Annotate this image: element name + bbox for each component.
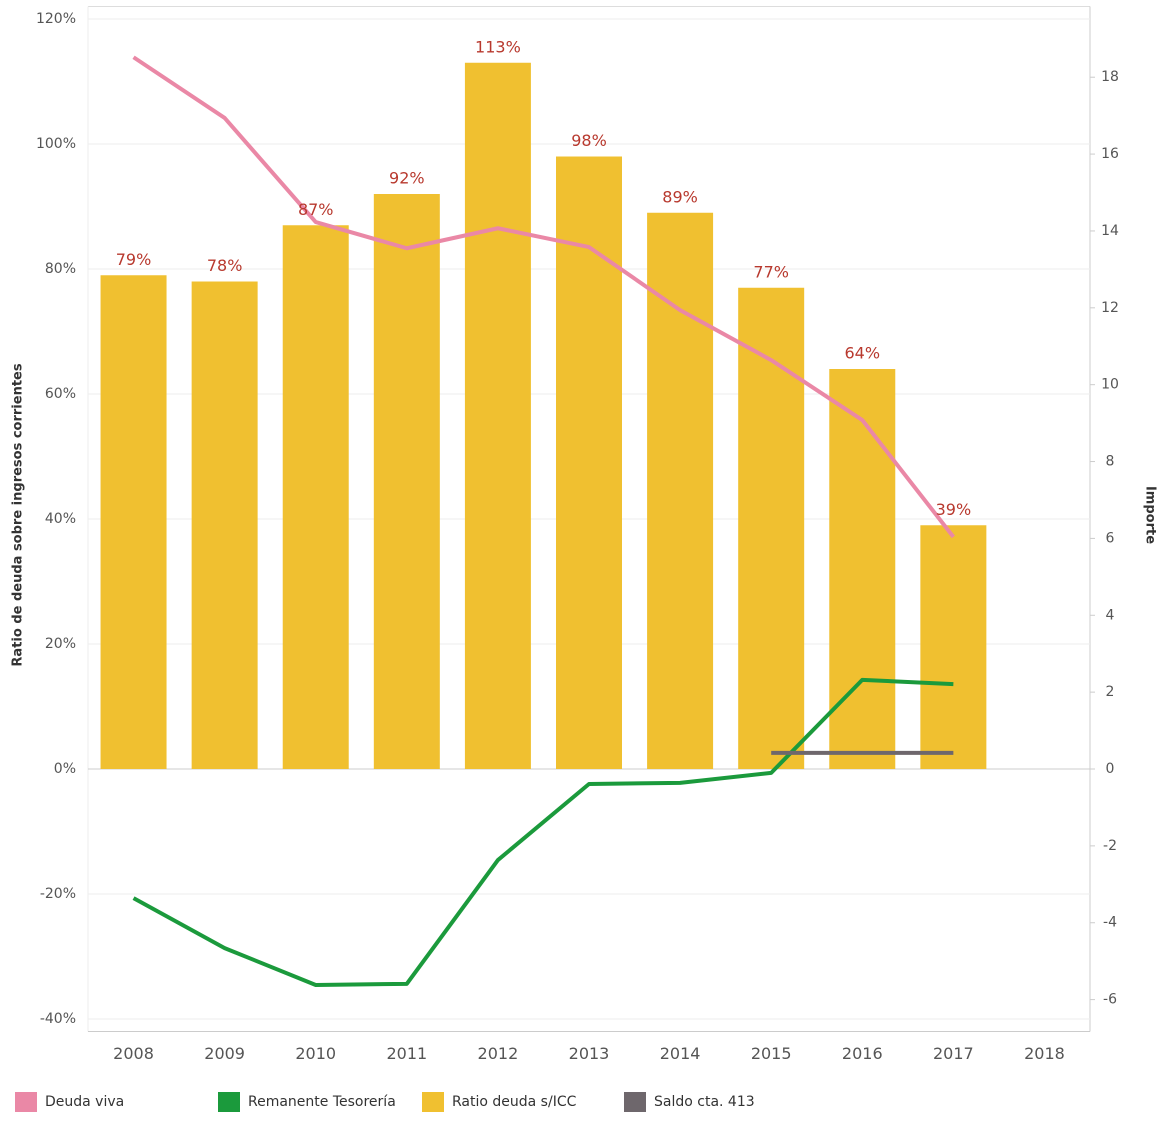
y-tick-label: 80% [45,261,76,277]
x-tick-label: 2018 [1024,1044,1065,1063]
y2-tick-label: 2 [1106,684,1115,700]
bar [556,156,622,769]
bar [738,287,805,769]
bar [464,62,531,769]
x-tick-label: 2015 [751,1044,792,1063]
legend-swatch [422,1092,444,1112]
bar [647,212,714,769]
y2-tick-label: 14 [1101,223,1119,239]
bar [920,525,987,769]
data-label: 77% [753,262,789,281]
x-tick-label: 2017 [933,1044,974,1063]
y2-tick-label: -6 [1103,992,1117,1008]
data-label: 98% [571,131,607,150]
data-label: 89% [662,187,698,206]
legend-label: Deuda viva [45,1094,124,1110]
y-tick-label: 40% [45,511,76,527]
data-label: 79% [116,250,152,269]
legend-label: Ratio deuda s/ICC [452,1094,577,1110]
y-tick-label: 60% [45,386,76,402]
bar [282,225,349,769]
y-axis-title: Ratio de deuda sobre ingresos corrientes [11,363,26,666]
x-tick-label: 2009 [204,1044,245,1063]
data-label: 92% [389,169,425,188]
y-tick-label: 100% [36,136,76,152]
legend-label: Saldo cta. 413 [654,1094,755,1110]
y2-tick-label: 18 [1101,69,1119,85]
x-tick-label: 2014 [660,1044,701,1063]
line [132,55,955,539]
y2-axis-title: Importe [1143,486,1158,544]
y-tick-label: -20% [40,886,76,902]
x-tick-label: 2016 [842,1044,883,1063]
y2-tick-label: -4 [1103,915,1117,931]
y-tick-label: 120% [36,11,76,27]
legend-swatch [624,1092,646,1112]
bar [191,281,258,769]
bar [100,275,167,769]
y-tick-label: -40% [40,1011,76,1027]
y2-tick-label: -2 [1103,838,1117,854]
data-label: 39% [936,500,972,519]
y2-tick-label: 16 [1101,146,1119,162]
legend-swatch [218,1092,240,1112]
y2-tick-label: 4 [1106,607,1115,623]
data-label: 78% [207,256,243,275]
y2-tick-label: 6 [1106,530,1115,546]
data-label: 87% [298,200,334,219]
x-tick-label: 2013 [569,1044,610,1063]
legend-label: Remanente Tesorería [248,1094,396,1110]
x-tick-label: 2008 [113,1044,154,1063]
y2-tick-label: 10 [1101,377,1119,393]
y2-tick-label: 0 [1106,761,1115,777]
y-tick-label: 0% [54,761,76,777]
x-tick-label: 2012 [478,1044,519,1063]
y2-tick-label: 12 [1101,300,1119,316]
data-label: 64% [844,344,880,363]
y-tick-label: 20% [45,636,76,652]
x-tick-label: 2010 [295,1044,336,1063]
data-label: 113% [475,37,521,56]
y2-tick-label: 8 [1106,454,1115,470]
legend-swatch [15,1092,37,1112]
bar [373,194,440,769]
x-tick-label: 2011 [386,1044,427,1063]
line [132,677,954,987]
bar [829,369,896,769]
